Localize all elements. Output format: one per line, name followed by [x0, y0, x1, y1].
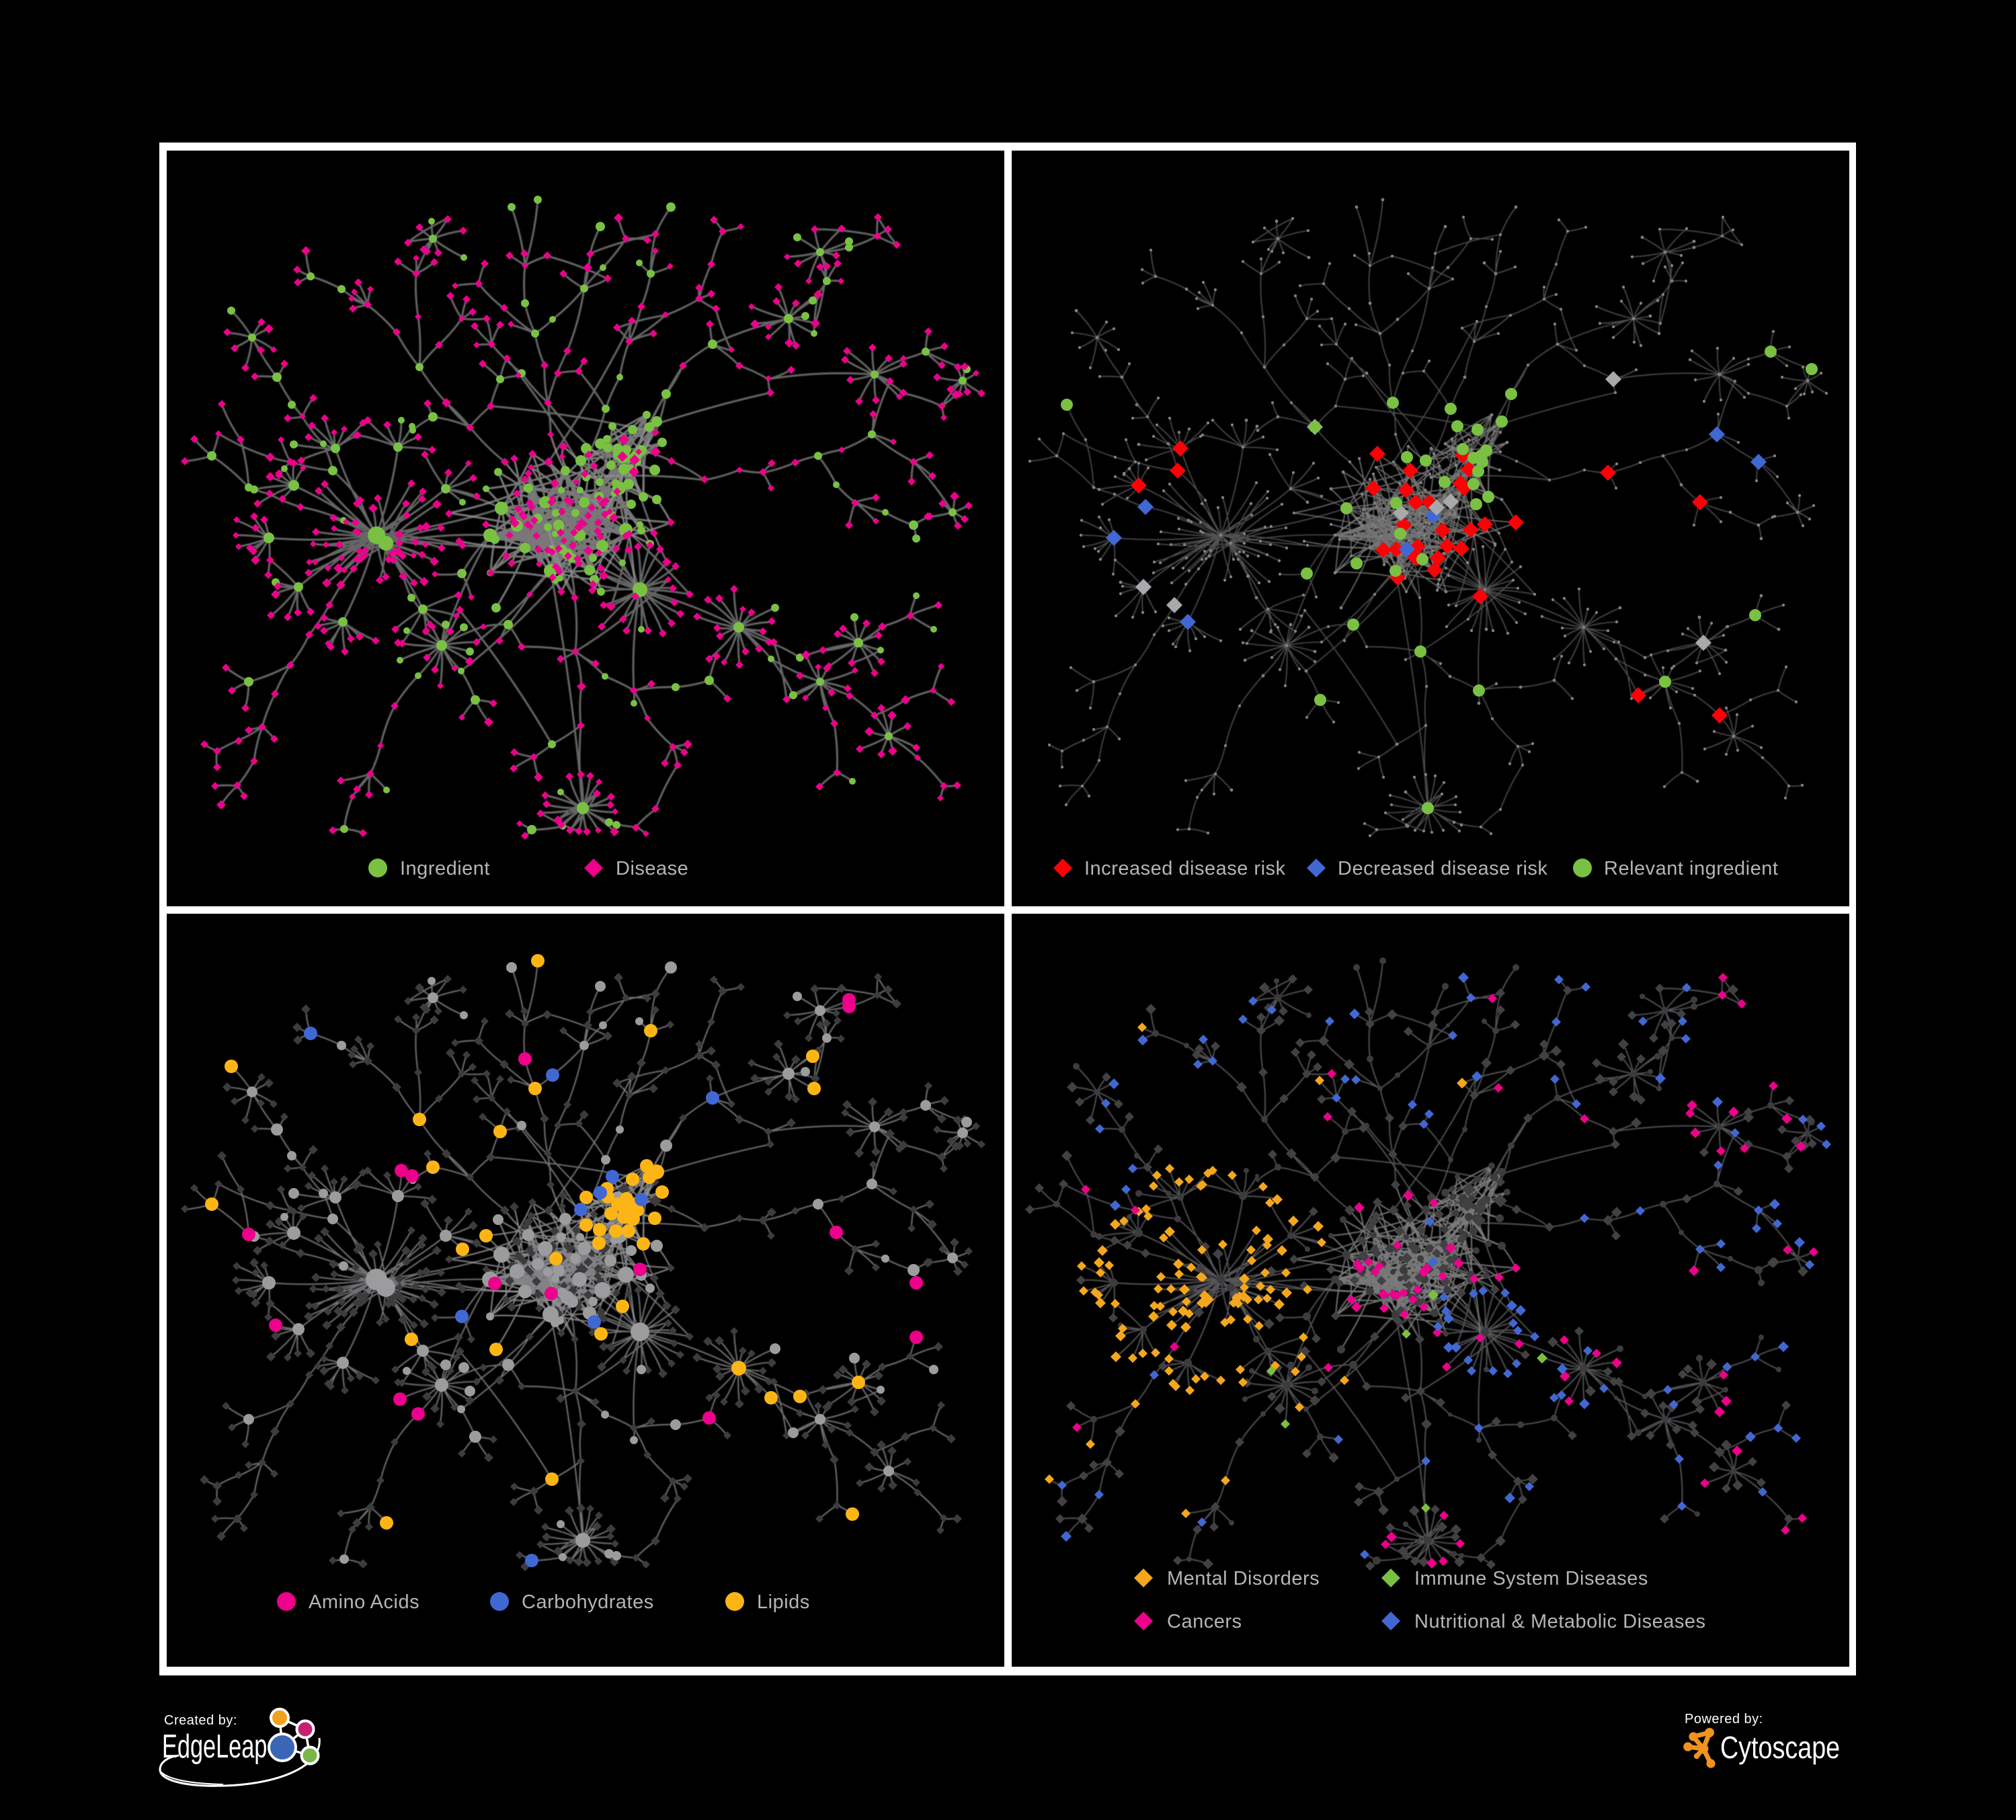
- svg-text:Carbohydrates: Carbohydrates: [522, 1591, 654, 1613]
- svg-text:Mental Disorders: Mental Disorders: [1167, 1568, 1320, 1589]
- svg-text:Immune System Diseases: Immune System Diseases: [1414, 1568, 1648, 1589]
- svg-text:Decreased disease risk: Decreased disease risk: [1338, 858, 1547, 879]
- svg-text:Ingredient: Ingredient: [400, 858, 490, 879]
- svg-text:Powered by:: Powered by:: [1685, 1712, 1763, 1727]
- svg-text:Lipids: Lipids: [757, 1591, 810, 1613]
- svg-text:Nutritional & Metabolic Diseas: Nutritional & Metabolic Diseases: [1414, 1611, 1705, 1632]
- svg-text:Increased disease risk: Increased disease risk: [1084, 858, 1286, 879]
- svg-text:EdgeLeap: EdgeLeap: [162, 1728, 267, 1764]
- svg-text:Cancers: Cancers: [1167, 1611, 1242, 1632]
- svg-text:Amino Acids: Amino Acids: [309, 1591, 419, 1613]
- svg-text:Cytoscape: Cytoscape: [1720, 1730, 1840, 1764]
- svg-text:Relevant ingredient: Relevant ingredient: [1604, 858, 1778, 879]
- svg-text:Disease: Disease: [616, 858, 688, 879]
- svg-text:Created by:: Created by:: [164, 1713, 237, 1728]
